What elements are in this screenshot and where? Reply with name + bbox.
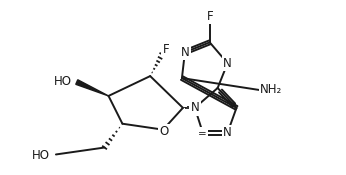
Text: =: = xyxy=(198,129,207,139)
Text: HO: HO xyxy=(54,75,72,88)
Text: N: N xyxy=(181,46,189,59)
Text: N: N xyxy=(190,101,199,114)
Text: N: N xyxy=(223,126,232,139)
Text: N: N xyxy=(223,57,232,70)
Polygon shape xyxy=(76,80,109,96)
Text: NH₂: NH₂ xyxy=(260,83,282,96)
Text: HO: HO xyxy=(32,149,50,162)
Text: O: O xyxy=(160,125,169,138)
Text: F: F xyxy=(207,10,213,23)
Text: F: F xyxy=(163,43,170,56)
